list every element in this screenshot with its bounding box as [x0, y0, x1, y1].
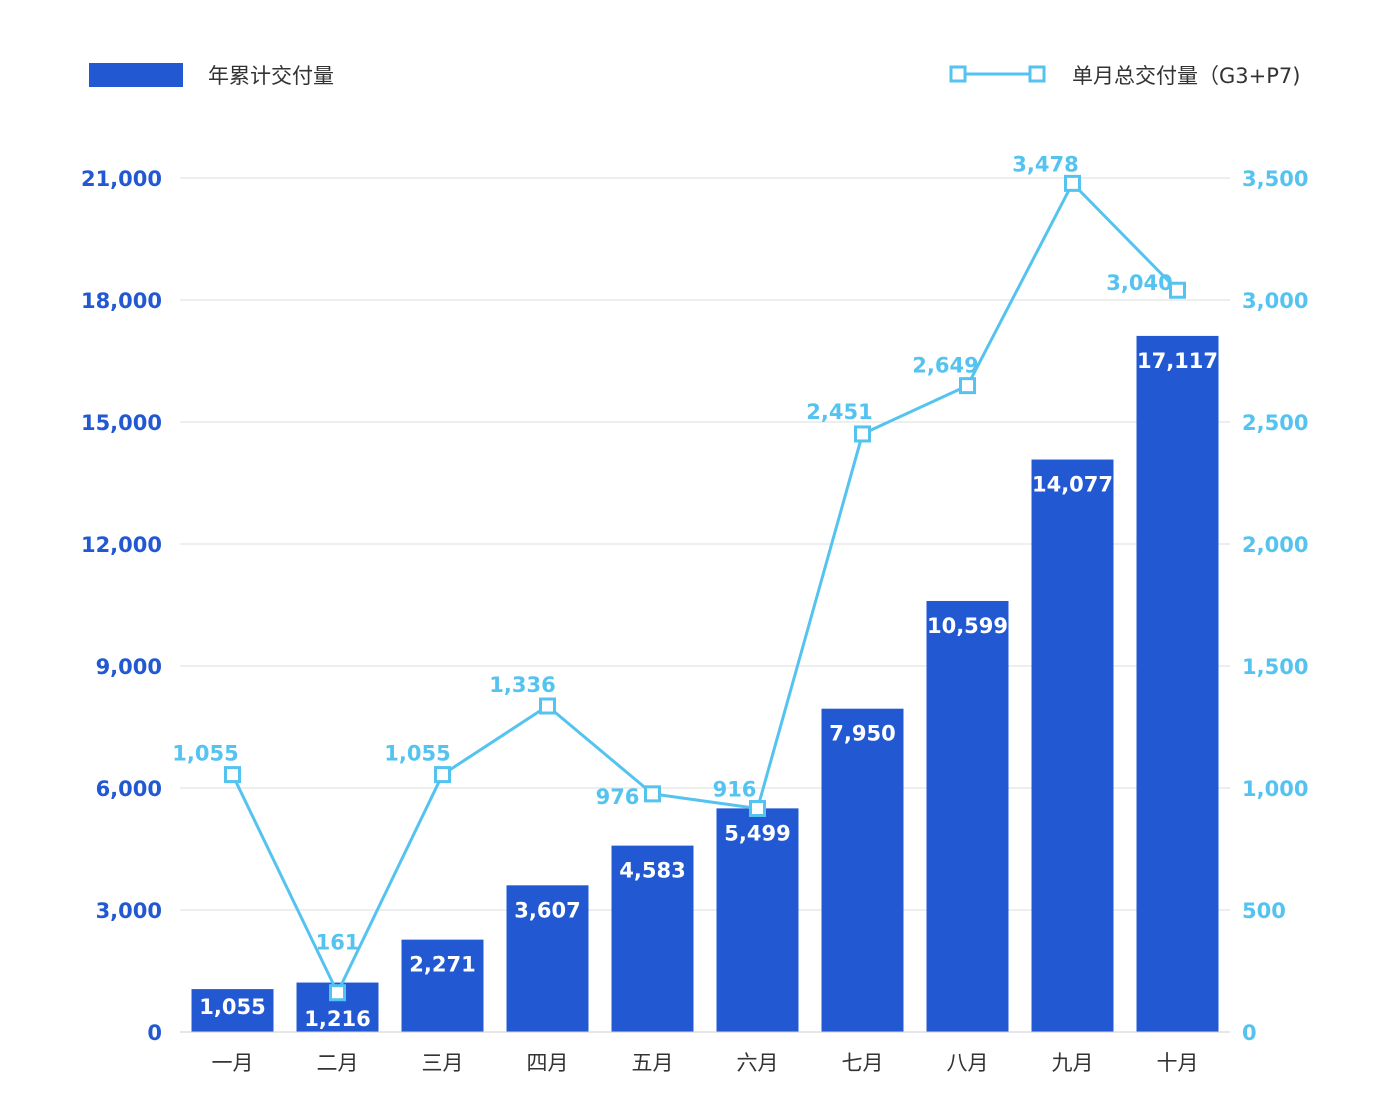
x-axis: 一月 二月 三月 四月 五月 六月 七月 八月 九月 十月 — [180, 1031, 1230, 1075]
legend-bar-swatch — [89, 63, 183, 87]
bar-value-label: 3,607 — [514, 898, 580, 922]
legend-item-bar: 年累计交付量 — [89, 63, 334, 88]
line-value-label: 3,040 — [1106, 271, 1172, 295]
bar — [401, 939, 484, 1032]
bar — [1136, 335, 1219, 1032]
bar — [716, 808, 799, 1032]
bar-value-label: 10,599 — [927, 614, 1008, 638]
x-axis-tick-label: 七月 — [842, 1051, 884, 1075]
right-axis-tick-label: 2,000 — [1242, 533, 1308, 557]
legend-line-marker-right — [1028, 65, 1046, 83]
x-axis-tick-label: 九月 — [1052, 1051, 1094, 1075]
x-axis-tick-label: 五月 — [632, 1051, 674, 1075]
bar-value-label: 2,271 — [409, 953, 475, 977]
right-axis-tick-label: 1,000 — [1242, 777, 1308, 801]
line-value-label: 1,055 — [384, 742, 450, 766]
bar-value-label: 14,077 — [1032, 473, 1113, 497]
line-marker — [224, 766, 241, 784]
line-marker — [329, 984, 346, 1002]
x-axis-tick-label: 三月 — [422, 1051, 464, 1075]
line-value-label: 2,649 — [912, 354, 978, 378]
line-marker — [959, 377, 976, 395]
bar — [611, 845, 694, 1032]
legend-line-label: 单月总交付量（G3+P7) — [1072, 64, 1300, 88]
line-value-label: 2,451 — [806, 400, 872, 424]
line-path — [231, 181, 1179, 995]
legend-bar-label: 年累计交付量 — [208, 64, 334, 88]
left-axis-tick-label: 18,000 — [81, 289, 162, 313]
right-axis-tick-label: 3,000 — [1242, 289, 1308, 313]
right-axis: 0 500 1,000 1,500 2,000 2,500 3,000 3,500 — [1242, 167, 1308, 1045]
x-axis-tick-label: 一月 — [212, 1051, 254, 1075]
line-marker — [644, 785, 661, 803]
right-axis-tick-label: 3,500 — [1242, 167, 1308, 191]
bar-value-label: 4,583 — [619, 859, 685, 883]
left-axis-tick-label: 12,000 — [81, 533, 162, 557]
line-value-label: 916 — [713, 777, 757, 801]
line-marker — [434, 766, 451, 784]
line-marker — [854, 425, 871, 443]
x-axis-tick-label: 六月 — [737, 1051, 779, 1075]
left-axis: 0 3,000 6,000 9,000 12,000 15,000 18,000 21,000 — [81, 167, 162, 1045]
line-marker — [539, 697, 556, 715]
right-axis-tick-label: 500 — [1242, 899, 1286, 923]
left-axis-tick-label: 3,000 — [96, 899, 162, 923]
bar — [1031, 459, 1114, 1032]
bar-series: 1,055 1,216 2,271 3,607 4,583 5,499 7,950 10,59… — [191, 335, 1219, 1032]
legend-item-line: 单月总交付量（G3+P7) — [949, 64, 1300, 88]
bar — [821, 708, 904, 1032]
line-marker — [1169, 281, 1186, 299]
left-axis-tick-label: 9,000 — [96, 655, 162, 679]
left-axis-tick-label: 15,000 — [81, 411, 162, 435]
left-axis-tick-label: 21,000 — [81, 167, 162, 191]
x-axis-tick-label: 八月 — [947, 1051, 989, 1075]
bar-value-label: 7,950 — [829, 722, 895, 746]
left-axis-tick-label: 0 — [147, 1021, 162, 1045]
legend-line-marker-left — [949, 65, 967, 83]
right-axis-tick-label: 1,500 — [1242, 655, 1308, 679]
bar — [191, 989, 274, 1032]
bar-value-label: 1,055 — [199, 995, 265, 1019]
x-axis-tick-label: 十月 — [1157, 1051, 1199, 1075]
bar — [506, 885, 589, 1032]
line-marker — [749, 799, 766, 817]
line-value-label: 3,478 — [1012, 152, 1078, 176]
legend: 年累计交付量 单月总交付量（G3+P7) — [89, 63, 1300, 88]
bar — [926, 600, 1009, 1032]
line-series: 1,055 161 1,055 1,336 976 916 2,451 2,649 3,478 3… — [172, 152, 1186, 1002]
bar-value-label: 5,499 — [724, 821, 790, 845]
line-value-label: 161 — [316, 931, 360, 955]
line-value-label: 1,055 — [172, 742, 238, 766]
left-axis-tick-label: 6,000 — [96, 777, 162, 801]
line-value-label: 976 — [596, 785, 640, 809]
line-marker — [1064, 174, 1081, 192]
right-axis-tick-label: 2,500 — [1242, 411, 1308, 435]
line-value-label: 1,336 — [489, 673, 555, 697]
bar-value-label: 1,216 — [304, 1007, 370, 1031]
x-axis-tick-label: 二月 — [317, 1051, 359, 1075]
x-axis-tick-label: 四月 — [527, 1051, 569, 1075]
bar-value-label: 17,117 — [1137, 349, 1218, 373]
right-axis-tick-label: 0 — [1242, 1021, 1257, 1045]
